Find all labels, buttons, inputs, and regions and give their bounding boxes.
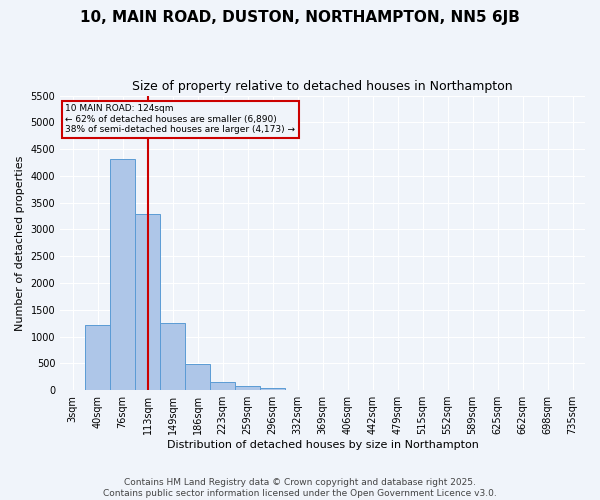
Bar (185, 364, 210, 390)
X-axis label: Distribution of detached houses by size in Northampton: Distribution of detached houses by size … (167, 440, 479, 450)
Bar (260, 388, 285, 390)
Title: Size of property relative to detached houses in Northampton: Size of property relative to detached ho… (132, 80, 513, 93)
Bar (85, 325, 110, 390)
Bar (135, 214, 160, 390)
Bar (210, 382, 235, 390)
Text: Contains HM Land Registry data © Crown copyright and database right 2025.
Contai: Contains HM Land Registry data © Crown c… (103, 478, 497, 498)
Text: 10, MAIN ROAD, DUSTON, NORTHAMPTON, NN5 6JB: 10, MAIN ROAD, DUSTON, NORTHAMPTON, NN5 … (80, 10, 520, 25)
Y-axis label: Number of detached properties: Number of detached properties (15, 155, 25, 330)
Text: 10 MAIN ROAD: 124sqm
← 62% of detached houses are smaller (6,890)
38% of semi-de: 10 MAIN ROAD: 124sqm ← 62% of detached h… (65, 104, 295, 134)
Bar (235, 386, 260, 390)
Bar (110, 158, 135, 390)
Bar (160, 323, 185, 390)
